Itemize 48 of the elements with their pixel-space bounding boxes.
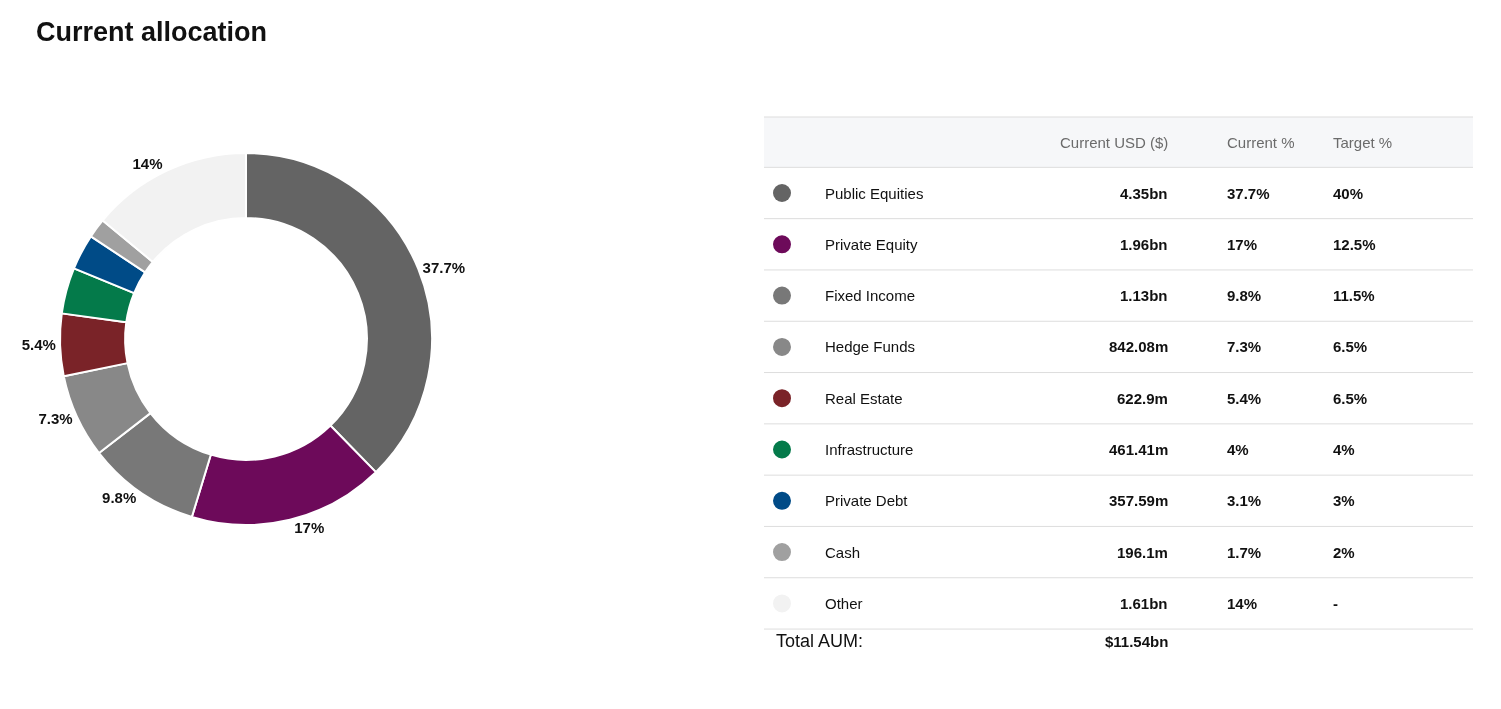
text: - bbox=[1333, 595, 1338, 612]
text: 1.7% bbox=[1227, 544, 1262, 561]
chart-title: Current allocation bbox=[36, 17, 268, 47]
text: 14% bbox=[1227, 595, 1258, 612]
text: 17% bbox=[1227, 236, 1258, 253]
text: 1.96bn bbox=[1120, 236, 1168, 253]
text: 4% bbox=[1227, 441, 1249, 458]
text: 357.59m bbox=[1109, 492, 1169, 509]
text: 196.1m bbox=[1117, 544, 1168, 561]
data-label: 9.8% bbox=[102, 489, 137, 507]
legend-label: Other bbox=[825, 595, 863, 612]
legend-label: Real Estate bbox=[825, 390, 903, 407]
text: 1.61bn bbox=[1120, 595, 1168, 612]
text: 6.5% bbox=[1333, 390, 1368, 407]
text: $11.54bn bbox=[1105, 633, 1169, 650]
legend-label: Fixed Income bbox=[825, 287, 916, 304]
text: Current USD ($) bbox=[1060, 134, 1169, 151]
text: 9.8% bbox=[1227, 287, 1262, 304]
data-label: 5.4% bbox=[21, 336, 56, 354]
text: 40% bbox=[1333, 185, 1364, 202]
legend-label: Public Equities bbox=[825, 185, 924, 202]
text: 3% bbox=[1333, 492, 1355, 509]
text: 6.5% bbox=[1333, 338, 1368, 355]
text: 4% bbox=[1333, 441, 1355, 458]
legend-label: Private Equity bbox=[825, 236, 919, 253]
text: Target % bbox=[1333, 134, 1393, 151]
text: 7.3% bbox=[1227, 338, 1262, 355]
legend-label: Infrastructure bbox=[825, 441, 914, 458]
text: 842.08m bbox=[1109, 338, 1169, 355]
legend-label: Hedge Funds bbox=[825, 338, 916, 355]
text: 1.13bn bbox=[1120, 287, 1168, 304]
text: Total AUM: bbox=[776, 631, 864, 651]
text: 12.5% bbox=[1333, 236, 1376, 253]
text: 4.35bn bbox=[1120, 185, 1168, 202]
data-label: 14% bbox=[132, 155, 163, 173]
text: 11.5% bbox=[1333, 287, 1375, 304]
text: 3.1% bbox=[1227, 492, 1262, 509]
legend-label: Cash bbox=[825, 544, 861, 561]
text: 622.9m bbox=[1117, 390, 1168, 407]
data-label: 17% bbox=[294, 519, 325, 537]
text: 461.41m bbox=[1109, 441, 1169, 458]
text: 2% bbox=[1333, 544, 1355, 561]
data-label: 37.7% bbox=[422, 259, 466, 277]
text: Current % bbox=[1227, 134, 1295, 151]
legend-label: Private Debt bbox=[825, 492, 909, 509]
text: 37.7% bbox=[1227, 185, 1270, 202]
text: 5.4% bbox=[1227, 390, 1262, 407]
data-label: 7.3% bbox=[38, 409, 73, 427]
